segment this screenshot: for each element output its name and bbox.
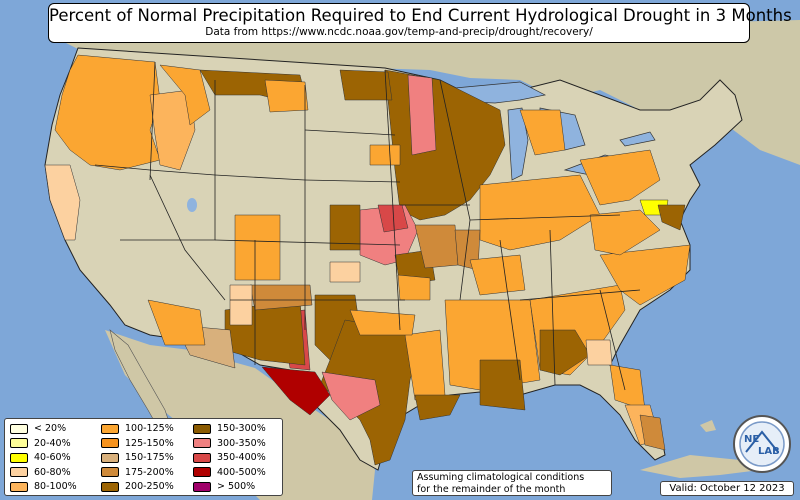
climatology-note: Assuming climatological conditions for t…: [412, 470, 612, 496]
legend-item: 400-500%: [193, 466, 266, 479]
page-title: Percent of Normal Precipitation Required…: [49, 6, 792, 25]
legend-label: < 20%: [34, 423, 67, 434]
legend-label: 20-40%: [34, 437, 71, 449]
legend-label: 100-125%: [125, 423, 174, 434]
legend-item: 20-40%: [10, 437, 71, 450]
climatology-note-line2: for the remainder of the month: [417, 483, 566, 495]
legend-item: 175-200%: [101, 466, 174, 479]
legend-swatch: [10, 438, 28, 448]
legend-label: 125-150%: [125, 437, 174, 449]
canada-land: [60, 20, 800, 165]
state-boundaries: [94, 61, 641, 391]
legend-item: 60-80%: [10, 466, 71, 479]
legend-label: 80-100%: [34, 481, 77, 492]
legend-label: 200-250%: [125, 481, 174, 492]
legend-swatch: [10, 452, 28, 463]
valid-date: Valid: October 12 2023: [660, 481, 794, 496]
great-salt-lake: [187, 198, 197, 212]
legend-swatch: [10, 423, 28, 434]
mexico-land: [105, 330, 375, 500]
legend-label: 150-300%: [217, 423, 266, 434]
legend-item: 200-250%: [101, 480, 174, 493]
legend-swatch: [10, 467, 28, 477]
legend-label: 400-500%: [217, 466, 266, 478]
legend-swatch: [101, 467, 119, 477]
title-box: Percent of Normal Precipitation Required…: [48, 3, 792, 43]
svg-text:NE: NE: [744, 434, 759, 445]
legend-item: 80-100%: [10, 480, 77, 493]
legend-item: 40-60%: [10, 451, 71, 464]
legend-item: 350-400%: [193, 451, 266, 464]
legend-swatch: [193, 438, 211, 448]
legend-label: 60-80%: [34, 466, 71, 478]
legend-item: 150-175%: [101, 451, 174, 464]
legend-swatch: [193, 423, 211, 434]
legend-swatch: [101, 481, 119, 492]
svg-text:LAB: LAB: [758, 446, 780, 457]
legend-item: > 500%: [193, 480, 255, 493]
legend-swatch: [193, 481, 211, 492]
legend-swatch: [101, 438, 119, 448]
legend-item: 100-125%: [101, 422, 174, 435]
legend-label: 350-400%: [217, 452, 266, 463]
legend-swatch: [10, 481, 28, 492]
legend-swatch: [101, 452, 119, 463]
legend-swatch: [193, 452, 211, 463]
lake-ontario: [619, 131, 656, 147]
climatology-note-line1: Assuming climatological conditions: [417, 472, 585, 483]
legend: < 20% 20-40% 40-60% 60-80% 80-100% 100-125% 12…: [4, 418, 283, 496]
legend-item: < 20%: [10, 422, 66, 435]
legend-item: 300-350%: [193, 437, 266, 450]
legend-label: 175-200%: [125, 466, 174, 478]
bahamas-land: [700, 420, 716, 432]
lake-michigan: [507, 107, 529, 181]
legend-swatch: [193, 467, 211, 477]
drought-regions: [44, 54, 691, 466]
legend-label: 150-175%: [125, 452, 174, 463]
page-subtitle: Data from https://www.ncdc.noaa.gov/temp…: [205, 26, 593, 38]
legend-label: > 500%: [217, 481, 256, 492]
legend-item: 150-300%: [193, 422, 266, 435]
legend-label: 40-60%: [34, 452, 71, 463]
legend-swatch: [101, 423, 119, 434]
cuba-land: [640, 455, 760, 478]
nelab-logo: NE LAB: [733, 415, 791, 473]
legend-label: 300-350%: [217, 437, 266, 449]
legend-item: 125-150%: [101, 437, 174, 450]
